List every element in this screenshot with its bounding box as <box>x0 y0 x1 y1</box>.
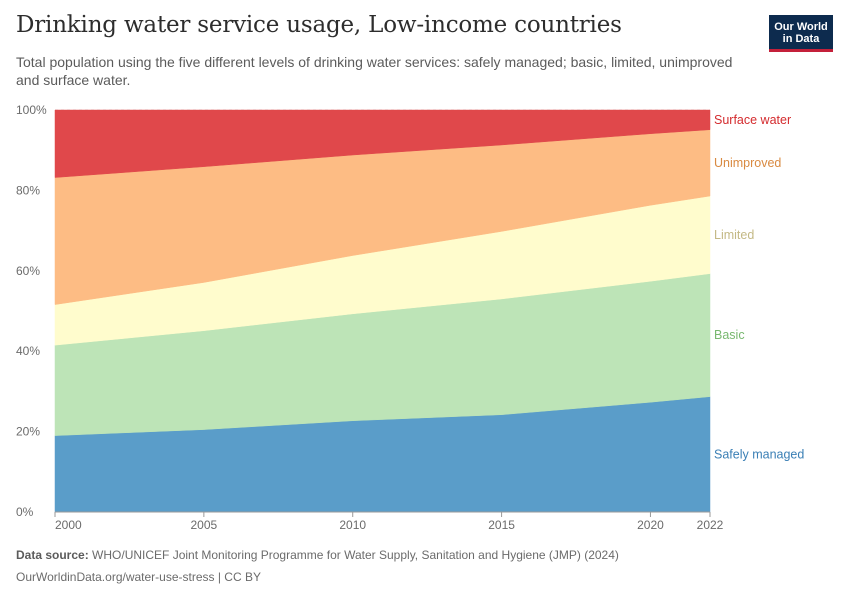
x-tick-label: 2010 <box>339 518 366 532</box>
x-tick-label: 2020 <box>637 518 664 532</box>
y-tick-label: 0% <box>16 505 34 519</box>
stacked-area-chart: 0% 20% 40% 60% 80% 100% 2000 2005 2010 2015 2020 20… <box>16 103 804 532</box>
chart-subtitle: Total population using the five differen… <box>16 54 733 88</box>
area-surface-water <box>54 109 711 178</box>
x-tick-label: 2005 <box>191 518 218 532</box>
y-tick-label: 20% <box>16 425 40 439</box>
data-source-text: WHO/UNICEF Joint Monitoring Programme fo… <box>92 548 619 562</box>
data-source-label: Data source: <box>16 548 89 562</box>
area-layer <box>54 109 711 513</box>
y-tick-label: 40% <box>16 344 40 358</box>
series-label-safely-managed: Safely managed <box>714 447 804 461</box>
series-label-layer: Safely managed Basic Limited Unimproved Surf… <box>714 113 804 461</box>
logo-line-2: in Data <box>782 33 820 45</box>
x-tick-label: 2022 <box>697 518 724 532</box>
series-label-surface-water: Surface water <box>714 113 791 127</box>
y-tick-label: 80% <box>16 183 40 197</box>
chart-title: Drinking water service usage, Low-income… <box>16 12 622 38</box>
y-tick-label: 100% <box>16 103 47 117</box>
credit-link[interactable]: OurWorldinData.org/water-use-stress | CC… <box>16 570 261 584</box>
x-tick-label: 2000 <box>55 518 82 532</box>
series-label-limited: Limited <box>714 228 754 242</box>
series-label-basic: Basic <box>714 328 745 342</box>
x-tick-label: 2015 <box>488 518 515 532</box>
owid-logo[interactable]: Our World in Data <box>769 15 833 52</box>
data-source: Data source: WHO/UNICEF Joint Monitoring… <box>16 548 619 562</box>
series-label-unimproved: Unimproved <box>714 156 781 170</box>
logo-line-1: Our World <box>774 21 828 33</box>
axis-layer: 0% 20% 40% 60% 80% 100% 2000 2005 2010 2015 2020 20… <box>16 103 724 532</box>
y-tick-label: 60% <box>16 264 40 278</box>
